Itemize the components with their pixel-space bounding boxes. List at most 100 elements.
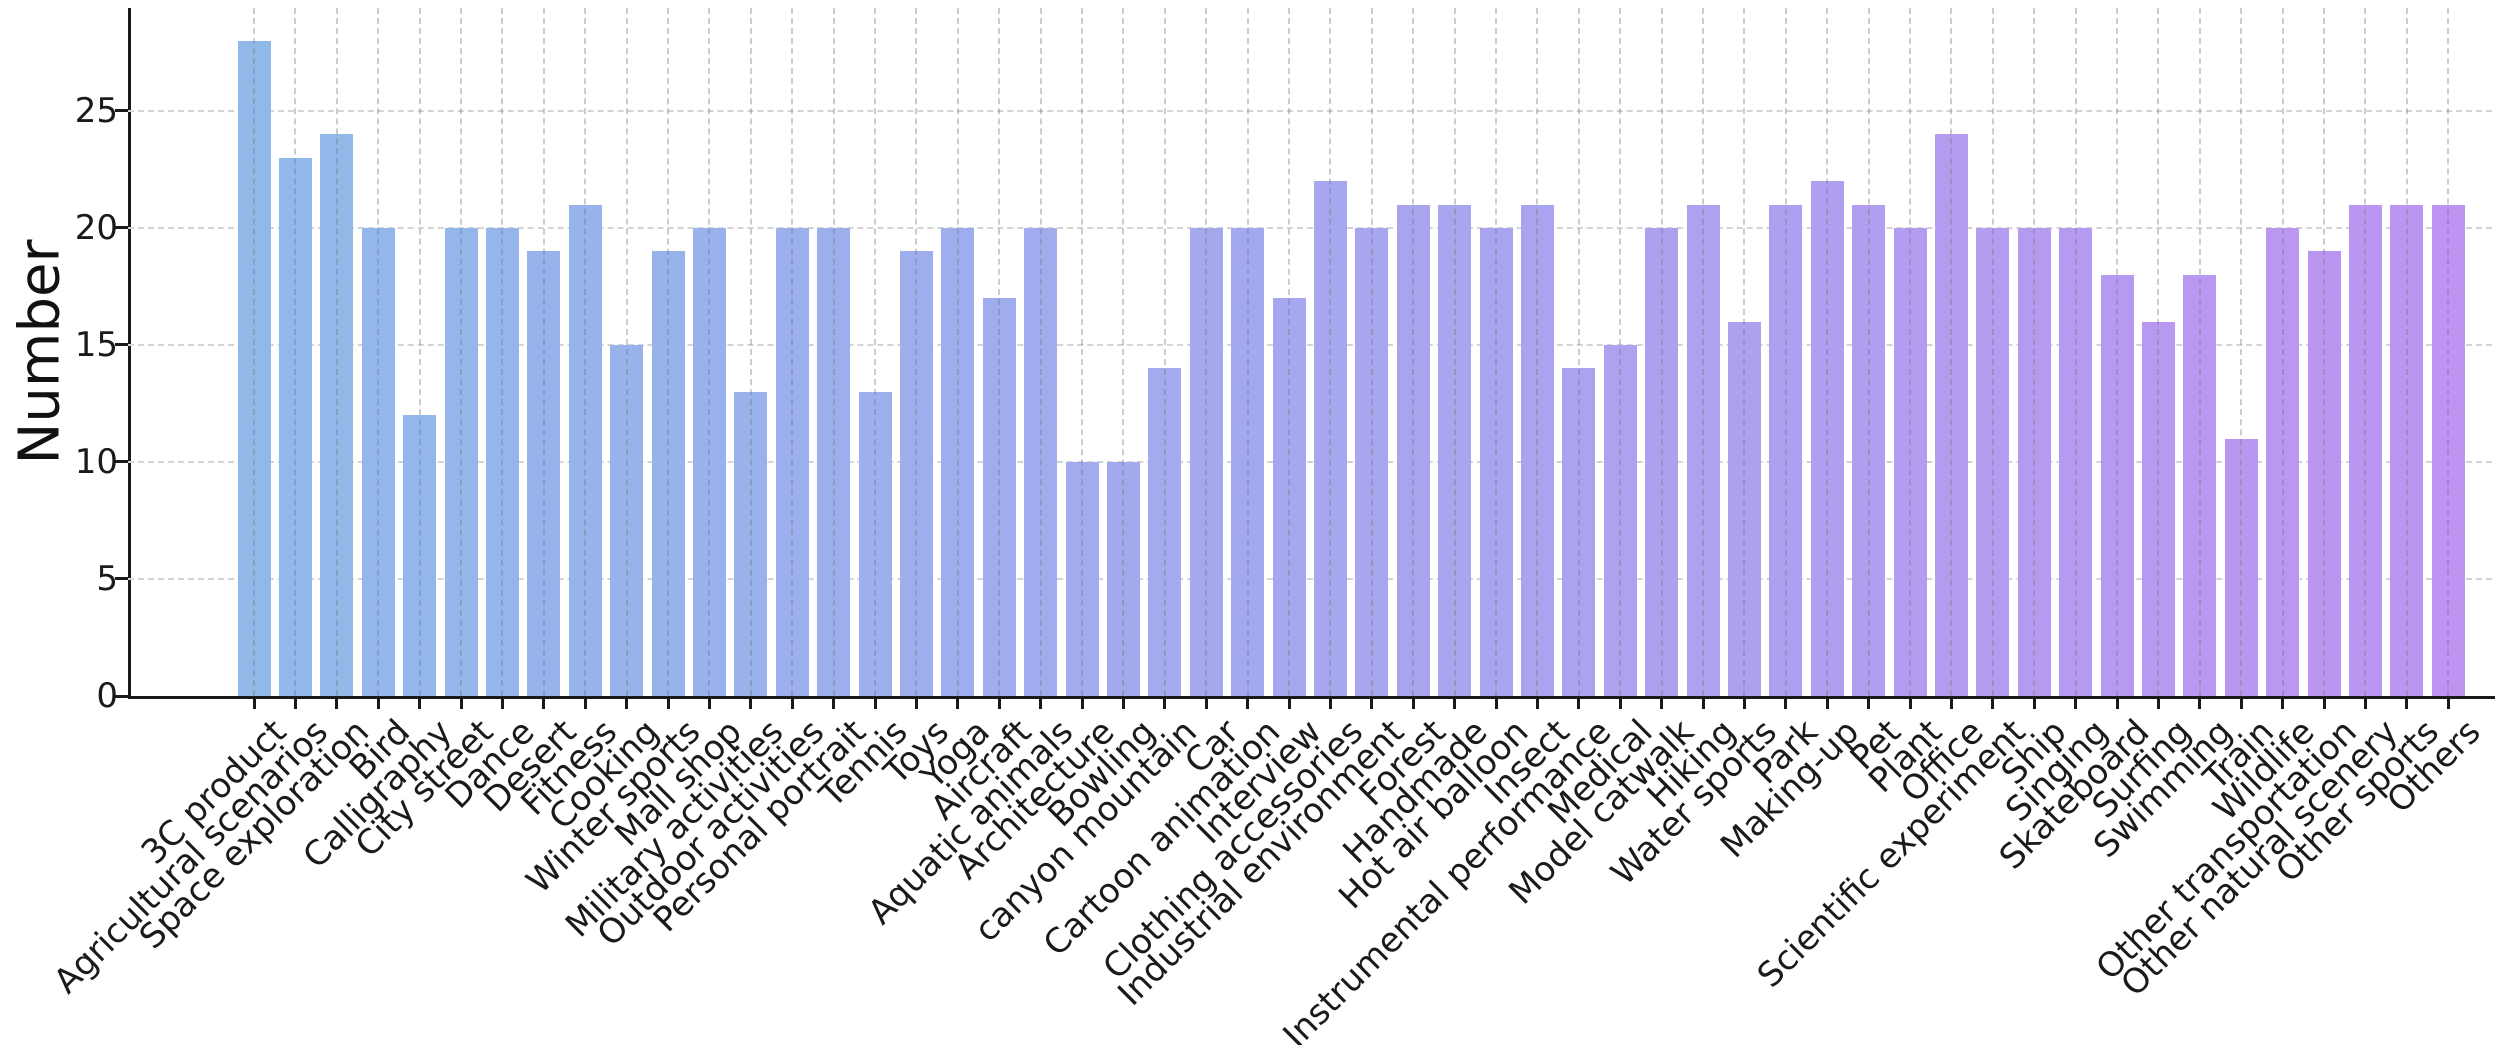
bar [1893, 227, 1927, 696]
bar [2224, 438, 2258, 696]
bar [278, 157, 312, 696]
x-gridline [1205, 8, 1208, 696]
x-tick [832, 696, 836, 709]
x-tick [1618, 696, 1622, 709]
x-gridline [2323, 8, 2325, 696]
plot-area: 0 5 10 15 20 25 3C product Agricultural scenari… [46, 8, 2492, 1045]
bar [1396, 204, 1430, 696]
bar [2390, 204, 2424, 696]
x-gridline [1081, 8, 1083, 696]
x-gridline [2074, 8, 2077, 696]
y-tick-label: 15 [74, 324, 118, 365]
y-gridline [128, 460, 2492, 463]
x-tick [1080, 696, 1084, 709]
y-gridline [128, 577, 2492, 580]
x-tick [1660, 696, 1664, 709]
bar [2266, 227, 2300, 696]
x-gridline [584, 8, 587, 696]
x-gridline [460, 8, 462, 696]
bar [982, 298, 1016, 696]
x-gridline [418, 8, 421, 696]
bar [1189, 227, 1223, 696]
bar [1645, 227, 1679, 696]
x-tick [2156, 696, 2160, 709]
bar [817, 227, 851, 696]
x-gridline [667, 8, 669, 696]
x-gridline [2157, 8, 2160, 696]
bar [1438, 204, 1472, 696]
x-tick-label: Agricultural scenarios [46, 712, 336, 1002]
x-gridline [2033, 8, 2036, 696]
x-tick [293, 696, 297, 709]
x-gridline [1246, 8, 1249, 696]
x-gridline [542, 8, 545, 696]
y-tick [115, 343, 128, 347]
x-tick [252, 696, 256, 709]
x-tick [2446, 696, 2450, 709]
x-gridline [2364, 8, 2367, 696]
bar [1603, 344, 1637, 696]
y-axis-spine [128, 8, 131, 699]
x-tick [1949, 696, 1953, 709]
x-gridline [956, 8, 959, 696]
x-gridline [1288, 8, 1290, 696]
x-tick [1411, 696, 1415, 709]
x-tick [2322, 696, 2326, 709]
x-gridline [1950, 8, 1953, 696]
x-gridline [1702, 8, 1704, 696]
x-axis-spine [128, 696, 2495, 699]
y-tick-label: 5 [96, 558, 118, 599]
y-tick-label: 25 [74, 90, 118, 131]
bar [568, 204, 602, 696]
x-gridline [1453, 8, 1456, 696]
y-gridline [128, 109, 2492, 112]
x-gridline [1370, 8, 1373, 696]
bar [1976, 227, 2010, 696]
x-gridline [998, 8, 1001, 696]
bar [1810, 181, 1844, 696]
x-tick [1287, 696, 1291, 709]
x-tick [500, 696, 504, 709]
x-gridline [377, 8, 380, 696]
bar [2183, 274, 2217, 696]
x-tick [1204, 696, 1208, 709]
bar [361, 227, 395, 696]
x-gridline [294, 8, 297, 696]
x-tick [997, 696, 1001, 709]
bar [1520, 204, 1554, 696]
x-gridline [749, 8, 752, 696]
x-gridline [1536, 8, 1539, 696]
x-tick [2032, 696, 2036, 709]
bar [1852, 204, 1886, 696]
bar [2348, 204, 2382, 696]
x-gridline [2240, 8, 2243, 696]
y-tick [115, 577, 128, 581]
x-gridline [1495, 8, 1497, 696]
x-tick [625, 696, 629, 709]
bar [610, 344, 644, 696]
x-tick [376, 696, 380, 709]
x-gridline [1619, 8, 1622, 696]
bar [858, 391, 892, 696]
x-tick [2115, 696, 2119, 709]
x-tick [1784, 696, 1788, 709]
bar [692, 227, 726, 696]
bar [2017, 227, 2051, 696]
x-gridline [1039, 8, 1042, 696]
x-gridline [625, 8, 628, 696]
x-tick [1991, 696, 1995, 709]
bar [1272, 298, 1306, 696]
x-gridline [1577, 8, 1580, 696]
x-tick [1825, 696, 1829, 709]
x-tick [1039, 696, 1043, 709]
x-tick [1328, 696, 1332, 709]
x-gridline [253, 8, 255, 696]
y-tick [115, 460, 128, 464]
x-tick [459, 696, 463, 709]
bar [444, 227, 478, 696]
x-tick [873, 696, 877, 709]
y-tick [115, 109, 128, 113]
bar [1562, 368, 1596, 696]
x-tick [1701, 696, 1705, 709]
